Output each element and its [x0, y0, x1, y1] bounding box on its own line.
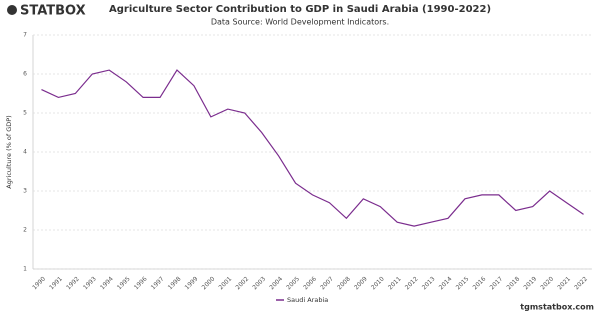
x-tick-label: 1990 [31, 275, 47, 291]
x-tick-label: 2012 [404, 275, 420, 291]
x-tick-label: 2001 [218, 275, 234, 291]
brand-logo: STATBOX [7, 4, 86, 19]
x-tick-label: 1992 [65, 275, 81, 291]
x-tick-label: 1998 [167, 275, 183, 291]
logo-icon [7, 5, 17, 15]
y-tick-label: 6 [23, 71, 27, 78]
x-tick-label: 2021 [556, 275, 572, 291]
y-tick-label: 4 [23, 149, 27, 156]
x-tick-label: 2018 [505, 275, 521, 291]
y-tick-label: 2 [23, 227, 27, 234]
footer: tgmstatbox.com [520, 303, 594, 312]
x-tick-label: 1997 [150, 275, 166, 291]
x-tick-label: 2003 [251, 275, 267, 291]
x-tick-label: 1995 [116, 275, 132, 291]
x-tick-label: 2017 [489, 275, 505, 291]
x-tick-label: 1994 [99, 275, 115, 291]
x-tick-label: 1996 [133, 275, 149, 291]
y-axis-label: Agriculture (% of GDP) [5, 115, 13, 188]
x-tick-label: 2015 [455, 275, 471, 291]
data-line [41, 69, 584, 227]
x-tick-label: 2002 [234, 275, 250, 291]
y-tick-label: 5 [23, 110, 27, 117]
x-tick-label: 2010 [370, 275, 386, 291]
x-tick-label: 2007 [319, 275, 335, 291]
chart-title: Agriculture Sector Contribution to GDP i… [109, 4, 491, 15]
x-tick-label: 1993 [82, 275, 98, 291]
x-tick-label: 2013 [421, 275, 437, 291]
y-tick-label: 7 [23, 32, 27, 39]
x-tick-label: 2019 [522, 275, 538, 291]
x-tick-label: 2011 [387, 275, 403, 291]
x-tick-label: 2020 [539, 275, 555, 291]
x-tick-label: 1999 [184, 275, 200, 291]
x-tick-label: 2008 [336, 275, 352, 291]
x-tick-label: 2014 [438, 275, 454, 291]
x-tick-label: 2016 [472, 275, 488, 291]
x-tick-label: 2000 [201, 275, 217, 291]
x-tick-label: 2022 [573, 275, 589, 291]
x-tick-label: 2004 [268, 275, 284, 291]
y-tick-label: 1 [23, 266, 27, 273]
x-tick-label: 1991 [48, 275, 64, 291]
chart-subtitle: Data Source: World Development Indicator… [211, 18, 389, 27]
legend-label: Saudi Arabia [287, 296, 328, 304]
x-tick-label: 2006 [302, 275, 318, 291]
y-tick-label: 3 [23, 188, 27, 195]
x-tick-label: 2005 [285, 275, 301, 291]
x-tick-label: 2009 [353, 275, 369, 291]
brand: STATBOX [20, 4, 86, 19]
